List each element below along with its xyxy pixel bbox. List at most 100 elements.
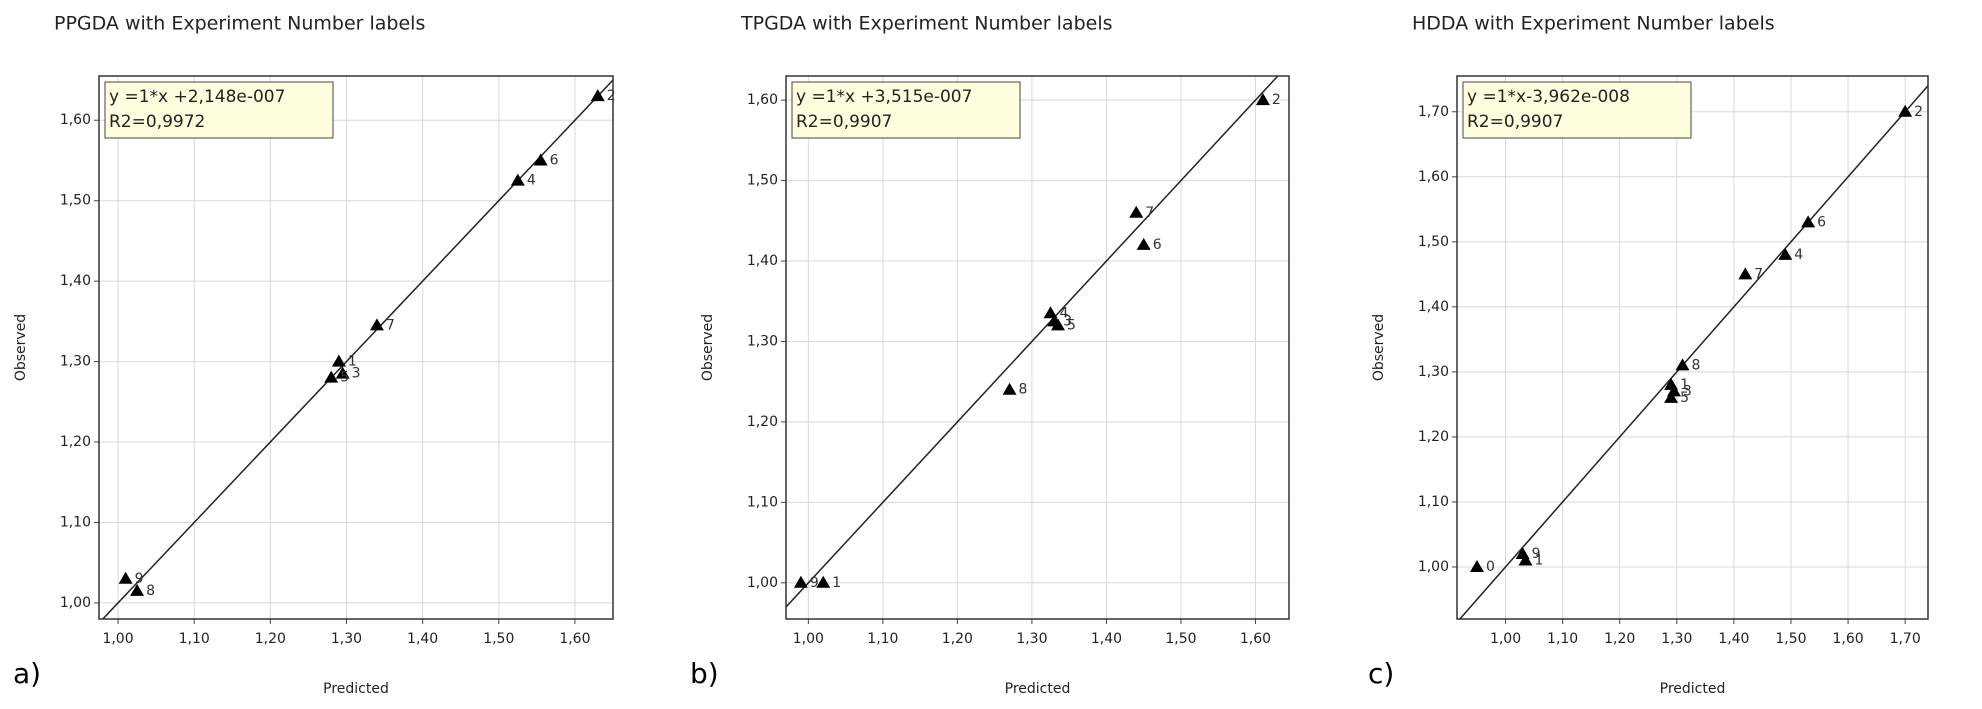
data-point (1675, 358, 1690, 371)
point-label: 4 (1060, 305, 1069, 321)
plot-area (1457, 76, 1928, 619)
y-tick-label: 1,30 (747, 333, 778, 349)
point-label: 8 (1019, 382, 1028, 398)
x-axis-label: Predicted (1660, 681, 1726, 697)
chart-panel: 1,00 1,10 1,20 1,30 1,40 1,50 1,60 1,00 1,10 1,20… (13, 13, 616, 698)
data-point (118, 571, 133, 584)
y-tick-label: 1,00 (747, 575, 778, 591)
annotation-box (791, 81, 1021, 139)
y-tick-label: 1,50 (1418, 234, 1449, 250)
data-point (1801, 215, 1816, 228)
fit-line (1458, 85, 1928, 619)
x-tick-label: 1,00 (102, 631, 133, 647)
plot-border (1456, 75, 1929, 620)
point-label: 1 (832, 575, 841, 591)
y-tick-label: 1,30 (1418, 364, 1449, 380)
point-label: 1 (348, 354, 357, 370)
x-tick-label: 1,10 (1547, 631, 1578, 647)
point-label: 4 (1794, 247, 1803, 263)
x-tick-label: 1,10 (179, 631, 210, 647)
x-tick-label: 1,00 (793, 631, 824, 647)
data-point (1898, 104, 1913, 117)
x-tick-label: 1,10 (867, 631, 898, 647)
y-tick-label: 1,00 (1418, 559, 1449, 575)
x-tick-label: 1,60 (1832, 631, 1863, 647)
point-label: 9 (135, 571, 144, 587)
y-tick-label: 1,20 (1418, 429, 1449, 445)
plot-border (785, 75, 1290, 620)
annotation: R2=0,9907 (1467, 112, 1563, 132)
x-tick-label: 1,40 (407, 631, 438, 647)
y-tick-label: 1,60 (1418, 169, 1449, 185)
data-point (1002, 382, 1017, 395)
point-label: 9 (810, 575, 819, 591)
point-label: 1 (1535, 552, 1544, 568)
data-point (816, 575, 831, 588)
point-label: 9 (1532, 546, 1541, 562)
y-tick-label: 1,30 (60, 354, 91, 370)
x-axis-label: Predicted (323, 681, 389, 697)
y-tick-label: 1,40 (747, 253, 778, 269)
y-tick-label: 1,20 (747, 414, 778, 430)
point-label: 6 (1817, 214, 1826, 230)
annotation: y =1*x +3,515e-007 (796, 87, 972, 107)
x-tick-label: 1,00 (1490, 631, 1521, 647)
y-tick-label: 1,10 (60, 514, 91, 530)
x-tick-label: 1,70 (1890, 631, 1921, 647)
point-label: 8 (146, 583, 155, 599)
y-tick-label: 1,50 (60, 193, 91, 209)
x-tick-label: 1,50 (1775, 631, 1806, 647)
data-point (369, 318, 384, 331)
point-label: 3 (1683, 383, 1692, 399)
data-point (1778, 247, 1793, 260)
x-tick-label: 1,30 (1661, 631, 1692, 647)
y-axis-label: Observed (13, 314, 29, 381)
x-tick-label: 1,30 (331, 631, 362, 647)
panel-label: c) (1368, 657, 1394, 690)
data-point (324, 370, 339, 383)
data-point (590, 89, 605, 102)
point-label: 8 (1692, 357, 1701, 373)
point-label: 3 (1063, 313, 1072, 329)
y-tick-label: 1,00 (60, 595, 91, 611)
x-axis-label: Predicted (1005, 681, 1071, 697)
data-point (793, 575, 808, 588)
y-tick-label: 1,40 (60, 273, 91, 289)
x-tick-label: 1,40 (1091, 631, 1122, 647)
point-label: 4 (527, 173, 536, 189)
chart-panel: 1,00 1,10 1,20 1,30 1,40 1,50 1,60 1,00 1,10 1,20… (690, 13, 1290, 697)
data-point (335, 366, 350, 379)
data-point (1136, 237, 1151, 250)
data-point (1255, 93, 1270, 106)
chart-title: HDDA with Experiment Number labels (1412, 13, 1775, 35)
point-label: 5 (340, 370, 349, 386)
point-label: 1 (1680, 377, 1689, 393)
y-tick-label: 1,20 (60, 434, 91, 450)
x-tick-label: 1,60 (1240, 631, 1271, 647)
y-tick-label: 1,50 (747, 173, 778, 189)
data-point (1738, 267, 1753, 280)
point-label: 5 (1067, 317, 1076, 333)
chart-title: TPGDA with Experiment Number labels (740, 13, 1113, 35)
y-tick-label: 1,40 (1418, 299, 1449, 315)
y-tick-label: 1,70 (1418, 104, 1449, 120)
chart-panel: 1,00 1,10 1,20 1,30 1,40 1,50 1,60 1,70 1,00 1,10… (1368, 13, 1929, 697)
point-label: 6 (550, 152, 559, 168)
data-point (130, 583, 145, 596)
point-label: 7 (386, 317, 395, 333)
data-point (1129, 205, 1144, 218)
data-point (1050, 318, 1065, 331)
annotation: R2=0,9907 (796, 112, 892, 132)
data-point (331, 354, 346, 367)
x-tick-label: 1,50 (1165, 631, 1196, 647)
point-label: 2 (1272, 92, 1281, 108)
y-tick-label: 1,10 (747, 494, 778, 510)
data-point (533, 153, 548, 166)
x-tick-label: 1,40 (1718, 631, 1749, 647)
y-tick-label: 1,60 (747, 92, 778, 108)
panel-label: a) (13, 657, 41, 690)
data-point (1469, 559, 1484, 572)
annotation-box (104, 81, 334, 139)
x-tick-label: 1,60 (559, 631, 590, 647)
